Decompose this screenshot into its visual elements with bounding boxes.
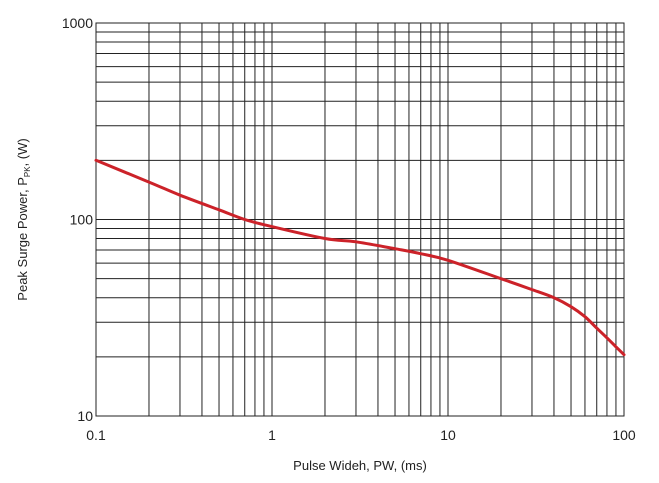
y-tick-label: 100 — [70, 212, 94, 228]
y-axis-title-main: Peak Surge Power, P — [15, 177, 30, 301]
x-axis-title: Pulse Wideh, PW, (ms) — [293, 458, 427, 473]
grid — [96, 23, 624, 416]
series-layer — [94, 158, 626, 357]
y-axis-title-unit: , (W) — [15, 138, 30, 166]
x-tick-label: 100 — [612, 427, 636, 443]
x-tick-label: 0.1 — [86, 427, 106, 443]
tick-labels: 0.1 1 10 100 10 100 1000 — [62, 15, 636, 443]
y-axis-title-subscript: PK — [23, 166, 32, 177]
y-tick-label: 10 — [77, 408, 93, 424]
y-tick-label: 1000 — [62, 15, 93, 31]
series-line — [94, 158, 626, 357]
plot-frame — [95, 22, 625, 417]
x-tick-label: 1 — [268, 427, 276, 443]
y-axis-title: Peak Surge Power, PPK, (W) — [15, 138, 32, 300]
x-tick-label: 10 — [440, 427, 456, 443]
